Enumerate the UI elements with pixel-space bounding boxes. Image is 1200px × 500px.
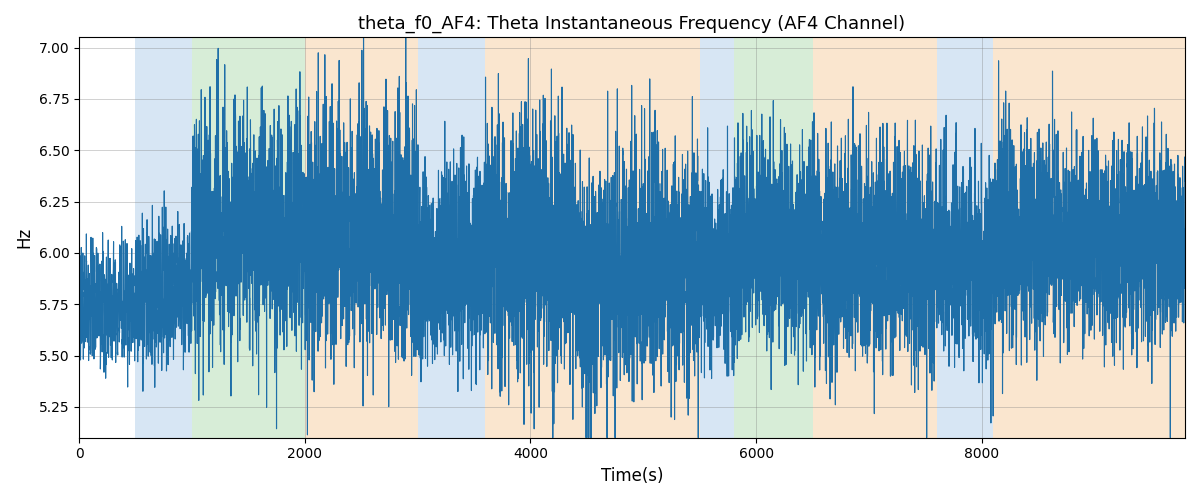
Bar	[994, 38, 1186, 438]
Bar	[192, 38, 305, 438]
Title: theta_f0_AF4: Theta Instantaneous Frequency (AF4 Channel): theta_f0_AF4: Theta Instantaneous Freque…	[359, 15, 906, 34]
Bar	[305, 38, 418, 438]
Bar	[485, 38, 700, 438]
Y-axis label: Hz: Hz	[14, 227, 32, 248]
Bar	[812, 38, 937, 438]
X-axis label: Time(s): Time(s)	[601, 467, 664, 485]
Bar	[136, 38, 192, 438]
Bar	[733, 38, 812, 438]
Bar	[700, 38, 733, 438]
Bar	[937, 38, 994, 438]
Bar	[418, 38, 485, 438]
